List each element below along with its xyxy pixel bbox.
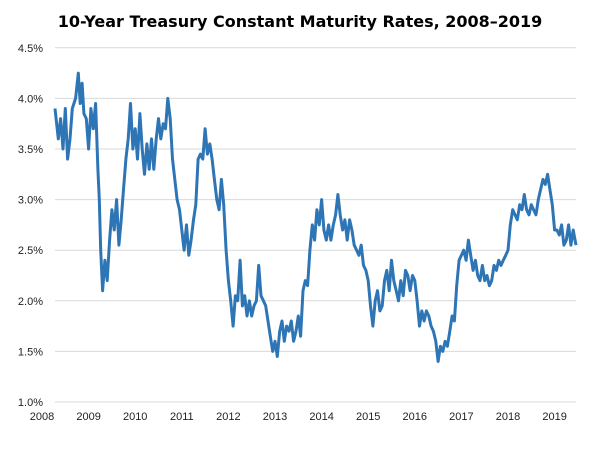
x-tick-label: 2018 — [496, 411, 520, 423]
x-tick-label: 2011 — [170, 411, 194, 423]
x-tick-label: 2015 — [356, 411, 380, 423]
x-tick-label: 2009 — [76, 411, 100, 423]
x-tick-label: 2016 — [403, 411, 427, 423]
y-tick-label: 3.5% — [18, 144, 43, 156]
series-line — [53, 71, 578, 363]
x-tick-label: 2013 — [263, 411, 287, 423]
y-tick-label: 3.0% — [18, 195, 43, 207]
chart-title: 10-Year Treasury Constant Maturity Rates… — [58, 12, 543, 31]
x-tick-label: 2017 — [449, 411, 473, 423]
y-tick-label: 2.5% — [18, 245, 43, 257]
y-axis: 1.0% 1.5% 2.0% 2.5% 3.0% 3.5% 4.0% 4.5% — [18, 43, 43, 409]
y-tick-label: 4.5% — [18, 43, 43, 55]
x-tick-label: 2008 — [30, 411, 54, 423]
x-tick-label: 2019 — [542, 411, 566, 423]
x-axis: 2008 2009 2010 2011 2012 2013 2014 2015 2016 2017… — [30, 411, 567, 423]
x-tick-label: 2014 — [309, 411, 333, 423]
y-tick-label: 1.5% — [18, 346, 43, 358]
y-tick-label: 2.0% — [18, 296, 43, 308]
y-tick-label: 4.0% — [18, 93, 43, 105]
y-tick-label: 1.0% — [18, 397, 43, 409]
x-tick-label: 2010 — [123, 411, 147, 423]
x-tick-label: 2012 — [216, 411, 240, 423]
